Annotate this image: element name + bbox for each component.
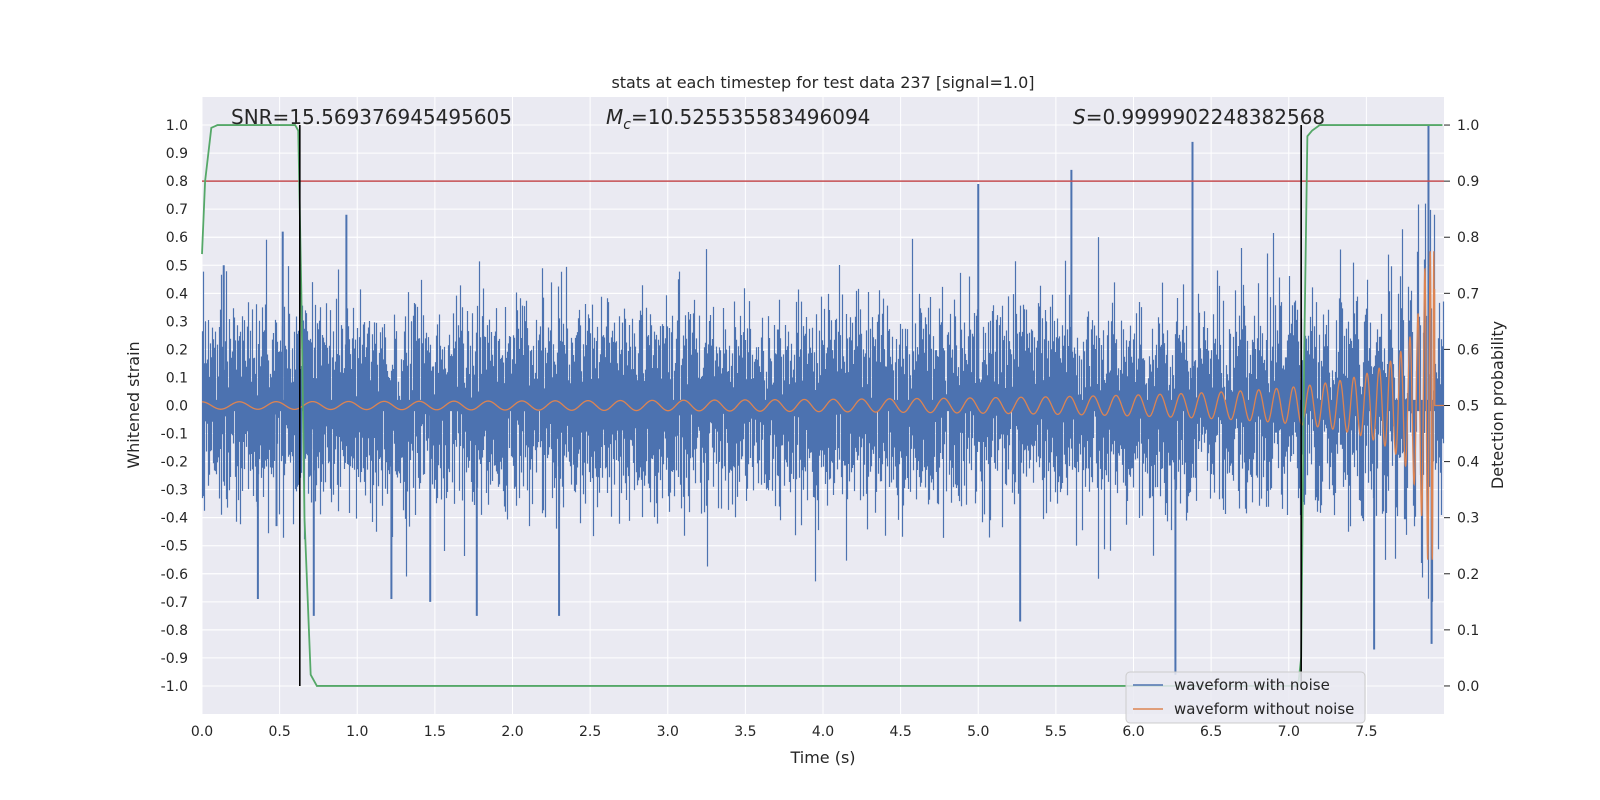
y-tick-label: 1.0: [166, 118, 188, 134]
legend-box: [1125, 671, 1366, 724]
y-axis-ticks: 1.0 0.9 0.8 0.7 0.6 0.5 0.4 0.3 0.2 0.1 0.0 -0.1 -0.…: [161, 118, 188, 695]
y2-tick-label: 0.4: [1457, 455, 1479, 471]
s-symbol: S: [1073, 105, 1086, 129]
mc-equals: =: [631, 105, 648, 129]
x-tick-label: 1.0: [346, 724, 368, 740]
y2-tick-label: 1.0: [1457, 118, 1479, 134]
x-tick-label: 4.5: [889, 724, 911, 740]
snr-value: 15.569376945495605: [289, 105, 512, 129]
legend-label-clean: waveform without noise: [1174, 700, 1354, 718]
legend: waveform with noise waveform without noi…: [1125, 671, 1366, 724]
y-tick-label: -0.7: [161, 595, 188, 611]
s-annotation: S=0.9999902248382568: [1073, 105, 1325, 129]
y-tick-label: 0.2: [166, 342, 188, 358]
y-tick-label: 0.7: [166, 202, 188, 218]
y-axis-label: Whitened strain: [124, 341, 143, 468]
y2-tick-label: 0.8: [1457, 230, 1479, 246]
y-tick-label: -1.0: [161, 679, 188, 695]
mc-annotation: Mc=10.525535583496094: [606, 105, 870, 133]
x-tick-label: 4.0: [812, 724, 834, 740]
mc-symbol: M: [606, 105, 623, 129]
x-tick-label: 2.5: [579, 724, 601, 740]
y-tick-label: -0.2: [161, 455, 188, 471]
y-tick-label: 0.0: [166, 399, 188, 415]
y-tick-label: -0.8: [161, 623, 188, 639]
y2-tick-label: 0.1: [1457, 623, 1479, 639]
x-tick-label: 2.0: [501, 724, 523, 740]
detection-probability-line: [201, 124, 1443, 687]
clean-waveform-line: [202, 251, 1444, 560]
y-tick-label: 0.1: [166, 370, 188, 386]
y-tick-label: -0.9: [161, 651, 188, 667]
y-tick-label: -0.6: [161, 567, 188, 583]
legend-label-noise: waveform with noise: [1174, 676, 1330, 694]
snr-prefix: SNR=: [231, 105, 289, 129]
y-tick-label: 0.4: [166, 286, 188, 302]
s-value: 0.9999902248382568: [1102, 105, 1325, 129]
snr-annotation: SNR=15.569376945495605: [231, 105, 512, 129]
y-tick-label: -0.4: [161, 511, 188, 527]
x-tick-label: 5.0: [967, 724, 989, 740]
x-tick-label: 6.5: [1200, 724, 1222, 740]
x-tick-label: 0.5: [268, 724, 290, 740]
y-tick-label: -0.5: [161, 539, 188, 555]
series-layer: [201, 124, 1445, 687]
x-tick-label: 1.5: [424, 724, 446, 740]
y-tick-label: 0.3: [166, 314, 188, 330]
mc-subscript: c: [623, 117, 631, 133]
y2-tick-label: 0.9: [1457, 174, 1479, 190]
y-tick-label: 0.9: [166, 146, 188, 162]
s-equals: =: [1086, 105, 1103, 129]
y2-tick-label: 0.5: [1457, 399, 1479, 415]
x-axis-label: Time (s): [789, 748, 855, 767]
x-tick-label: 6.0: [1122, 724, 1144, 740]
x-tick-label: 3.0: [657, 724, 679, 740]
x-tick-label: 7.5: [1355, 724, 1377, 740]
y2-tick-label: 0.0: [1457, 679, 1479, 695]
y2-tick-label: 0.3: [1457, 511, 1479, 527]
y2-axis-ticks: 1.0 0.9 0.8 0.7 0.6 0.5 0.4 0.3 0.2 0.1 0.0: [1444, 118, 1479, 695]
mc-value: 10.525535583496094: [648, 105, 871, 129]
y-tick-label: 0.6: [166, 230, 188, 246]
chart-title: stats at each timestep for test data 237…: [611, 73, 1034, 92]
x-tick-label: 5.5: [1045, 724, 1067, 740]
x-tick-label: 7.0: [1278, 724, 1300, 740]
x-tick-label: 3.5: [734, 724, 756, 740]
y-tick-label: 0.5: [166, 258, 188, 274]
x-tick-label: 0.0: [191, 724, 213, 740]
y2-axis-label: Detection probability: [1488, 321, 1507, 489]
y2-tick-label: 0.7: [1457, 286, 1479, 302]
y2-tick-label: 0.2: [1457, 567, 1479, 583]
y-tick-label: -0.1: [161, 427, 188, 443]
y-tick-label: -0.3: [161, 483, 188, 499]
noisy-waveform-line: [201, 203, 1445, 602]
y-tick-label: 0.8: [166, 174, 188, 190]
y2-tick-label: 0.6: [1457, 342, 1479, 358]
x-axis-ticks: 0.0 0.5 1.0 1.5 2.0 2.5 3.0 3.5 4.0 4.5 5.0 5.5 6.0 6…: [191, 724, 1378, 740]
